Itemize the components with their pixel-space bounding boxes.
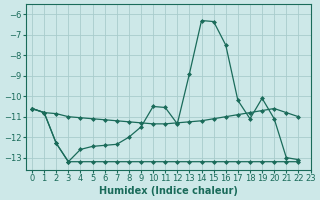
X-axis label: Humidex (Indice chaleur): Humidex (Indice chaleur): [99, 186, 238, 196]
